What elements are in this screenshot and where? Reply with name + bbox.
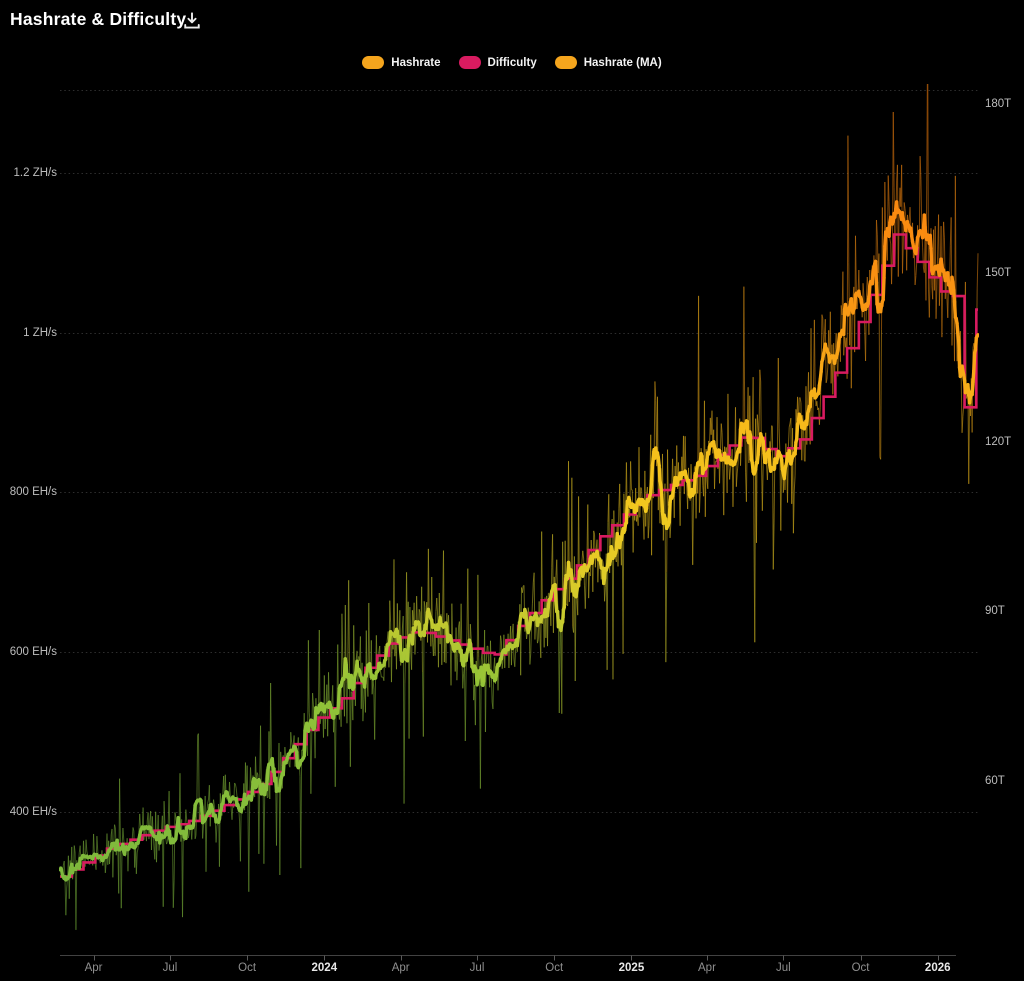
x-axis-tick-label: Apr (698, 962, 716, 974)
legend-item-difficulty[interactable]: Difficulty (458, 56, 537, 69)
y-axis-right-tick-label: 120T (985, 436, 1012, 449)
x-axis-tick-label: Jul (162, 962, 178, 974)
legend-label: Difficulty (487, 56, 537, 69)
legend-item-hashrate[interactable]: Hashrate (362, 56, 441, 69)
legend-label: Hashrate (391, 56, 441, 69)
x-axis-tick-label: 2026 (924, 962, 951, 974)
legend: Hashrate Difficulty Hashrate (MA) (0, 56, 1024, 69)
y-axis-left-tick-label: 400 EH/s (9, 805, 57, 818)
x-axis-tick-label: 2024 (311, 962, 338, 974)
x-axis-tick-label: Oct (238, 962, 257, 974)
x-axis-tick-label: Jul (469, 962, 485, 974)
legend-item-hashrate-ma[interactable]: Hashrate (MA) (554, 56, 662, 69)
x-axis-tick-label: Apr (391, 962, 410, 974)
x-axis-tick-label: Jul (775, 962, 791, 974)
legend-swatch (458, 56, 481, 69)
y-axis-left-tick-label: 600 EH/s (9, 646, 57, 659)
y-axis-left-tick-label: 1.2 ZH/s (13, 166, 57, 179)
y-axis-right-tick-label: 90T (985, 605, 1005, 618)
y-axis-right-tick-label: 150T (985, 266, 1012, 279)
y-axis-right-tick-label: 180T (985, 97, 1012, 110)
x-axis-tick-label: 2025 (618, 962, 645, 974)
x-axis-tick-label: Oct (545, 962, 564, 974)
y-axis-right-tick-label: 60T (985, 774, 1005, 787)
legend-swatch (554, 56, 577, 69)
legend-label: Hashrate (MA) (583, 56, 662, 69)
x-axis-tick-label: Apr (84, 962, 103, 974)
legend-swatch (362, 56, 385, 69)
y-axis-left-tick-label: 800 EH/s (9, 486, 57, 499)
y-axis-left-tick-label: 1 ZH/s (23, 326, 57, 339)
x-axis-tick-label: Oct (851, 962, 870, 974)
